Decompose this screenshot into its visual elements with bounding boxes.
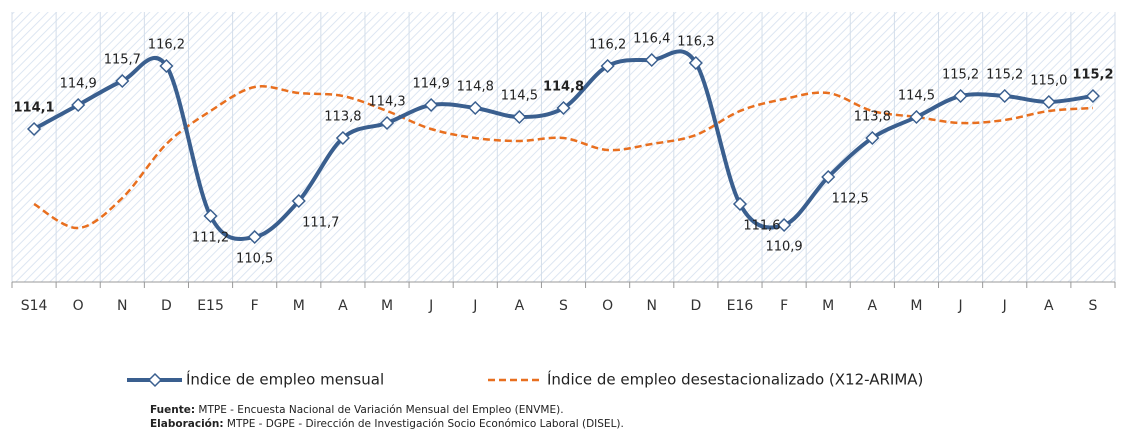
data-label: 110,5 [236,252,273,267]
data-label: 110,9 [765,240,802,255]
data-label: 114,8 [457,80,494,95]
marker [600,58,615,74]
data-label: 114,1 [13,101,54,116]
data-label: 115,2 [1072,68,1113,83]
marker [159,58,174,74]
data-label: 115,2 [942,68,979,83]
marker [777,217,792,233]
data-label: 115,7 [104,53,141,68]
marker [512,109,527,125]
x-tick-label: A [338,298,348,314]
legend: Índice de empleo mensual Índice de empleo… [127,370,923,389]
legend-label: Índice de empleo desestacionalizado (X12… [547,370,923,389]
data-label: 114,9 [60,77,97,92]
legend-label: Índice de empleo mensual [186,370,384,389]
marker [644,52,659,68]
x-tick-label: S14 [21,298,48,314]
data-label: 116,3 [677,35,714,50]
data-label: 115,2 [986,68,1023,83]
marker [335,130,350,146]
plot-area [12,12,1115,282]
x-tick-label: F [251,298,259,314]
series-line [33,85,1094,230]
legend-marker [147,372,163,388]
data-label: 113,8 [324,110,361,125]
data-label: 116,2 [148,38,185,53]
x-tick-label: S [1088,298,1097,314]
marker [203,208,218,224]
x-tick-label: J [428,298,433,314]
data-label: 113,8 [854,110,891,125]
source-label: Fuente: [150,404,195,416]
marker [953,88,968,104]
marker [247,229,262,245]
data-label: 114,8 [543,80,584,95]
marker [379,115,395,131]
data-label: 114,5 [898,89,935,104]
x-tick-label: M [822,298,834,314]
marker [688,55,703,71]
marker [115,73,130,89]
x-tick-label: E16 [727,298,754,314]
source: Fuente: MTPE - Encuesta Nacional de Vari… [150,404,564,416]
marker [909,109,924,125]
marker [468,100,483,116]
data-label: 114,3 [368,95,405,110]
x-tick-label: M [910,298,922,314]
x-tick-label: J [1002,298,1007,314]
marker [26,121,42,137]
x-tick-label: J [958,298,963,314]
x-tick-label: A [1044,298,1054,314]
x-tick-label: A [868,298,878,314]
data-label: 111,2 [192,231,229,246]
x-tick-label: J [472,298,477,314]
x-tick-label: A [515,298,525,314]
marker [1085,88,1101,104]
data-label: 112,5 [832,192,869,207]
marker [865,130,880,146]
marker [424,97,439,113]
marker [71,97,86,113]
credit: Elaboración: MTPE - DGPE - Dirección de … [150,418,624,430]
data-label: 111,7 [302,216,339,231]
marker [821,169,836,185]
x-tick-label: M [381,298,393,314]
x-tick-label: S [559,298,568,314]
data-label: 116,2 [589,38,626,53]
x-tick-label: M [293,298,305,314]
credit-text: MTPE - DGPE - Dirección de Investigación… [224,418,624,430]
x-tick-label: N [117,298,127,314]
data-label: 116,4 [633,32,670,47]
marker [1041,94,1056,110]
marker [997,88,1012,104]
x-tick-label: E15 [197,298,224,314]
data-label: 111,6 [743,219,780,234]
x-tick-label: D [690,298,701,314]
marker [291,193,306,209]
marker [732,196,748,212]
x-tick-label: O [602,298,613,314]
data-label: 114,5 [501,89,538,104]
x-tick-label: O [73,298,84,314]
data-label: 115,0 [1030,74,1067,89]
marker [556,100,571,116]
x-tick-label: F [780,298,788,314]
x-tick-label: D [161,298,172,314]
x-tick-label: N [646,298,656,314]
source-text: MTPE - Encuesta Nacional de Variación Me… [195,404,564,416]
data-label: 114,9 [413,77,450,92]
credit-label: Elaboración: [150,418,224,430]
